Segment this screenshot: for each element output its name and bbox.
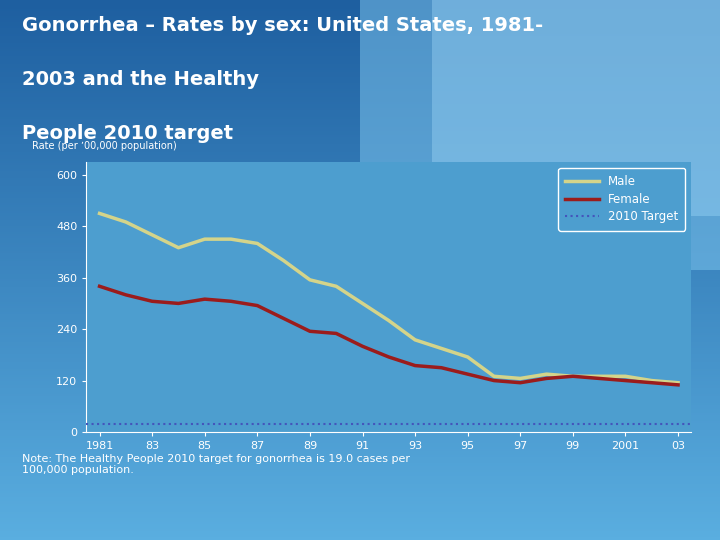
Text: Note: The Healthy People 2010 target for gonorrhea is 19.0 cases per
100,000 pop: Note: The Healthy People 2010 target for… xyxy=(22,454,410,475)
Legend: Male, Female, 2010 Target: Male, Female, 2010 Target xyxy=(559,168,685,231)
Text: Gonorrhea – Rates by sex: United States, 1981-: Gonorrhea – Rates by sex: United States,… xyxy=(22,16,543,35)
Text: 2003 and the Healthy: 2003 and the Healthy xyxy=(22,70,258,89)
Text: People 2010 target: People 2010 target xyxy=(22,124,233,143)
Text: Rate (per ʼ00,000 population): Rate (per ʼ00,000 population) xyxy=(32,141,176,151)
